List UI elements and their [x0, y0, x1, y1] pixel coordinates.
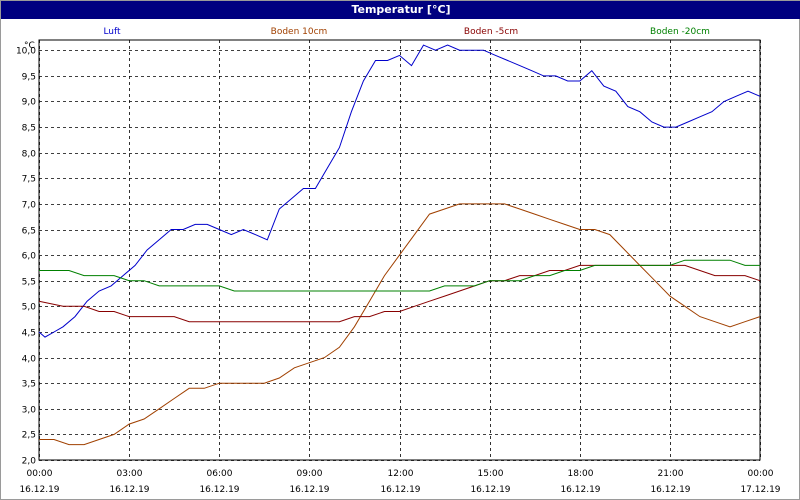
- x-tick-time: 06:00: [207, 469, 233, 479]
- plot-area: [38, 39, 761, 461]
- y-tick-label: 4,5: [22, 329, 36, 339]
- x-tick-time: 18:00: [568, 469, 594, 479]
- y-tick-label: 3,0: [22, 406, 37, 416]
- y-tick-label: 6,5: [22, 227, 36, 237]
- y-tick-label: 5,5: [22, 278, 36, 288]
- x-tick-date: 17.12.19: [740, 485, 780, 495]
- y-tick-label: 10,0: [16, 47, 36, 57]
- x-tick-time: 03:00: [117, 469, 143, 479]
- y-tick-label: 7,5: [22, 175, 36, 185]
- y-tick-label: 9,5: [22, 73, 36, 83]
- y-tick-label: 2,5: [22, 431, 36, 441]
- y-tick-label: 8,0: [22, 150, 37, 160]
- x-tick-date: 16.12.19: [470, 485, 510, 495]
- x-tick-time: 15:00: [478, 469, 504, 479]
- legend-entry: Luft: [103, 27, 121, 37]
- y-tick-label: 5,0: [22, 303, 37, 313]
- x-tick-time: 12:00: [388, 469, 414, 479]
- x-tick-date: 16.12.19: [19, 485, 59, 495]
- y-tick-label: 7,0: [22, 201, 37, 211]
- y-tick-label: 8,5: [22, 124, 36, 134]
- x-tick-date: 16.12.19: [109, 485, 149, 495]
- x-tick-date: 16.12.19: [289, 485, 329, 495]
- x-tick-date: 16.12.19: [560, 485, 600, 495]
- legend-entry: Boden 10cm: [271, 27, 328, 37]
- y-tick-label: 2,0: [22, 457, 37, 467]
- y-tick-label: 4,0: [22, 355, 37, 365]
- x-tick-date: 16.12.19: [199, 485, 239, 495]
- x-tick-time: 00:00: [748, 469, 774, 479]
- y-tick-label: 3,5: [22, 380, 36, 390]
- x-tick-time: 00:00: [27, 469, 53, 479]
- y-axis-unit: °C: [24, 41, 35, 51]
- x-tick-time: 09:00: [297, 469, 323, 479]
- series-line-4: [39, 259, 760, 292]
- x-tick-date: 16.12.19: [650, 485, 690, 495]
- y-tick-label: 6,0: [22, 252, 37, 262]
- legend-entry: Boden -20cm: [650, 27, 710, 37]
- x-tick-date: 16.12.19: [380, 485, 420, 495]
- x-tick-time: 21:00: [658, 469, 684, 479]
- chart-title: Temperatur [°C]: [1, 1, 800, 19]
- legend-entry: Boden -5cm: [464, 27, 518, 37]
- series-line-1: [38, 44, 761, 338]
- y-tick-label: 9,0: [22, 98, 37, 108]
